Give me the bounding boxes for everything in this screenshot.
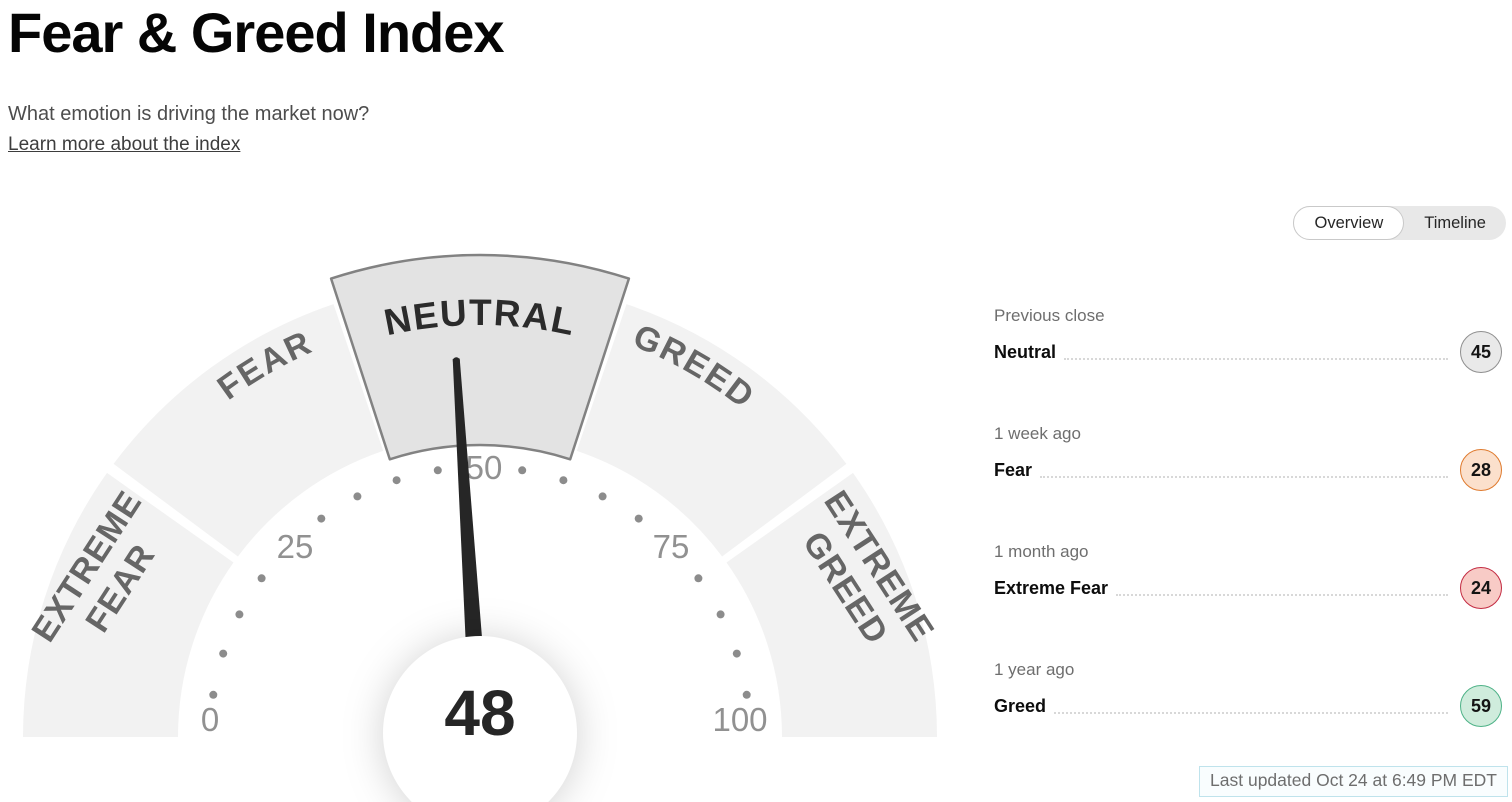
tick-50: 50	[466, 449, 503, 486]
segment-fear	[113, 304, 384, 557]
gauge-tick-labels: 0 25 50 75 100	[201, 449, 768, 738]
tick-0: 0	[201, 701, 219, 738]
segment-extreme-fear	[22, 472, 234, 737]
gauge-dots	[209, 466, 751, 699]
dotted-leader	[1064, 358, 1448, 360]
history-row-1-year: 1 year ago Greed 59	[994, 660, 1502, 727]
history-circle-1: 28	[1460, 449, 1502, 491]
history-row-1-week: 1 week ago Fear 28	[994, 424, 1502, 491]
history-circle-2: 24	[1460, 567, 1502, 609]
history-mood: Greed	[994, 695, 1047, 716]
last-updated-badge: Last updated Oct 24 at 6:49 PM EDT	[1199, 766, 1508, 797]
history-mood: Neutral	[994, 341, 1057, 362]
segment-neutral-active	[329, 253, 631, 461]
history-period: 1 week ago	[994, 424, 1081, 443]
tick-100: 100	[712, 701, 767, 738]
dotted-leader	[1116, 594, 1448, 596]
history-period: Previous close	[994, 306, 1105, 325]
history-mood: Fear	[994, 459, 1033, 480]
history-period: 1 year ago	[994, 660, 1075, 679]
gauge-center-circle	[383, 636, 577, 802]
segment-greed	[576, 304, 847, 557]
gauge-segments	[22, 253, 937, 737]
history-row-1-month: 1 month ago Extreme Fear 24	[994, 542, 1502, 609]
dotted-leader	[1054, 712, 1448, 714]
tab-timeline[interactable]: Timeline	[1424, 213, 1486, 232]
fear-greed-gauge: 0 25 50 75 100 NEUTRAL FEAR GREED EXTREM…	[22, 253, 942, 802]
gauge-value: 48	[444, 677, 515, 749]
history-circle-3: 59	[1460, 685, 1502, 727]
history-row-previous-close: Previous close Neutral 45	[994, 306, 1502, 373]
history-period: 1 month ago	[994, 542, 1089, 561]
gauge-chart: 0 25 50 75 100 NEUTRAL FEAR GREED EXTREM…	[0, 190, 980, 802]
segment-extreme-greed	[726, 472, 937, 737]
tick-75: 75	[653, 528, 690, 565]
page-subtitle: What emotion is driving the market now?	[8, 103, 370, 125]
history-panel: Previous close Neutral 45 1 week ago Fea…	[994, 306, 1502, 778]
tab-overview[interactable]: Overview	[1293, 206, 1405, 240]
dotted-leader	[1040, 476, 1448, 478]
tick-25: 25	[277, 528, 314, 565]
learn-more-link[interactable]: Learn more about the index	[8, 134, 241, 155]
history-mood: Extreme Fear	[994, 577, 1109, 598]
history-circle-0: 45	[1460, 331, 1502, 373]
view-toggle: Overview Timeline	[1293, 206, 1506, 240]
page-title: Fear & Greed Index	[8, 1, 505, 64]
